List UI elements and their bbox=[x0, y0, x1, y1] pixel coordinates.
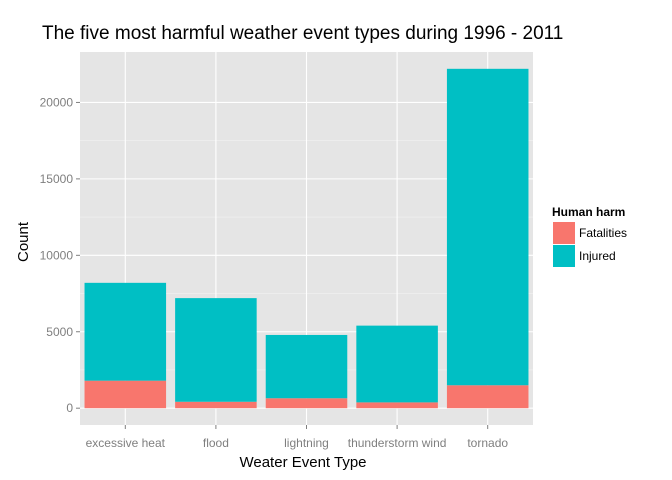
bar-injured bbox=[265, 334, 348, 399]
x-tick-label: thunderstorm wind bbox=[348, 436, 447, 450]
x-tick-label: excessive heat bbox=[86, 436, 166, 450]
y-axis-title: Count bbox=[15, 221, 32, 262]
bar-fatalities bbox=[356, 402, 438, 409]
bar-fatalities bbox=[446, 385, 529, 409]
legend-items: Fatalities Injured bbox=[553, 222, 627, 267]
bar-injured bbox=[446, 68, 529, 386]
y-axis-ticks: 0 5000 10000 15000 20000 bbox=[40, 95, 80, 415]
bar-injured bbox=[84, 282, 167, 381]
legend-swatch-fatalities bbox=[553, 222, 575, 244]
chart-title: The five most harmful weather event type… bbox=[42, 23, 563, 44]
bar-injured bbox=[356, 325, 438, 403]
y-tick-label: 10000 bbox=[40, 248, 74, 262]
bar-fatalities bbox=[175, 401, 257, 409]
y-tick-label: 15000 bbox=[40, 172, 74, 186]
x-axis-title: Weater Event Type bbox=[239, 454, 366, 471]
bars bbox=[84, 68, 529, 409]
legend-label: Fatalities bbox=[579, 226, 627, 240]
legend: Human harm Fatalities Injured bbox=[552, 205, 627, 267]
y-tick-label: 5000 bbox=[46, 325, 73, 339]
x-axis-ticks: excessive heat flood lightning thunderstorm… bbox=[86, 425, 508, 450]
legend-label: Injured bbox=[579, 249, 616, 263]
y-tick-label: 0 bbox=[66, 401, 73, 415]
x-tick-label: tornado bbox=[467, 436, 508, 450]
x-tick-label: lightning bbox=[284, 436, 329, 450]
x-tick-label: flood bbox=[203, 436, 229, 450]
legend-swatch-injured bbox=[553, 245, 575, 267]
bar-injured bbox=[175, 298, 257, 402]
legend-title: Human harm bbox=[552, 205, 625, 219]
y-tick-label: 20000 bbox=[40, 95, 74, 109]
bar-fatalities bbox=[84, 380, 167, 409]
bar-fatalities bbox=[265, 398, 348, 409]
